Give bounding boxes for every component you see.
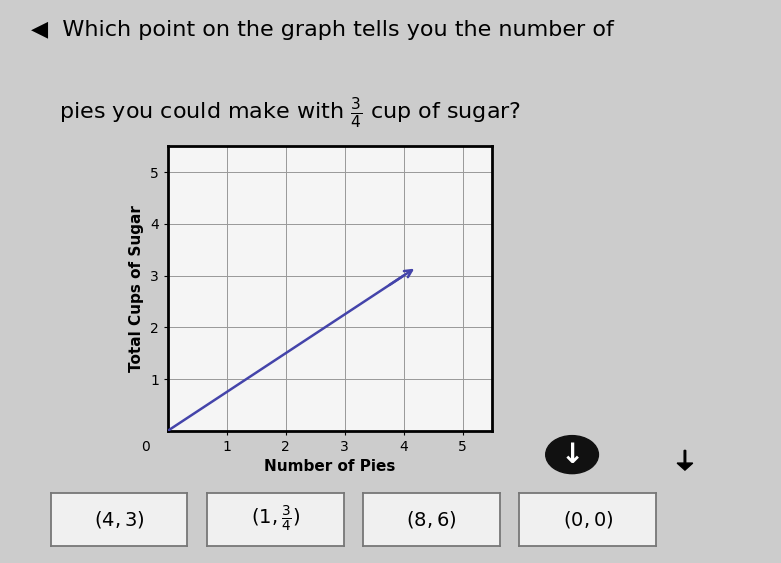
- Text: $(1, \frac{3}{4})$: $(1, \frac{3}{4})$: [251, 504, 300, 534]
- Text: ◀  Which point on the graph tells you the number of: ◀ Which point on the graph tells you the…: [31, 20, 614, 41]
- Text: 0: 0: [141, 440, 150, 454]
- Y-axis label: Total Cups of Sugar: Total Cups of Sugar: [130, 205, 144, 372]
- Text: $(8, 6)$: $(8, 6)$: [406, 509, 457, 530]
- Text: $(0, 0)$: $(0, 0)$: [562, 509, 613, 530]
- Text: pies you could make with $\frac{3}{4}$ cup of sugar?: pies you could make with $\frac{3}{4}$ c…: [31, 95, 522, 129]
- FancyArrow shape: [677, 450, 693, 470]
- Text: $(4, 3)$: $(4, 3)$: [94, 509, 144, 530]
- Text: ↓: ↓: [561, 441, 583, 470]
- Circle shape: [546, 436, 598, 473]
- X-axis label: Number of Pies: Number of Pies: [264, 459, 396, 474]
